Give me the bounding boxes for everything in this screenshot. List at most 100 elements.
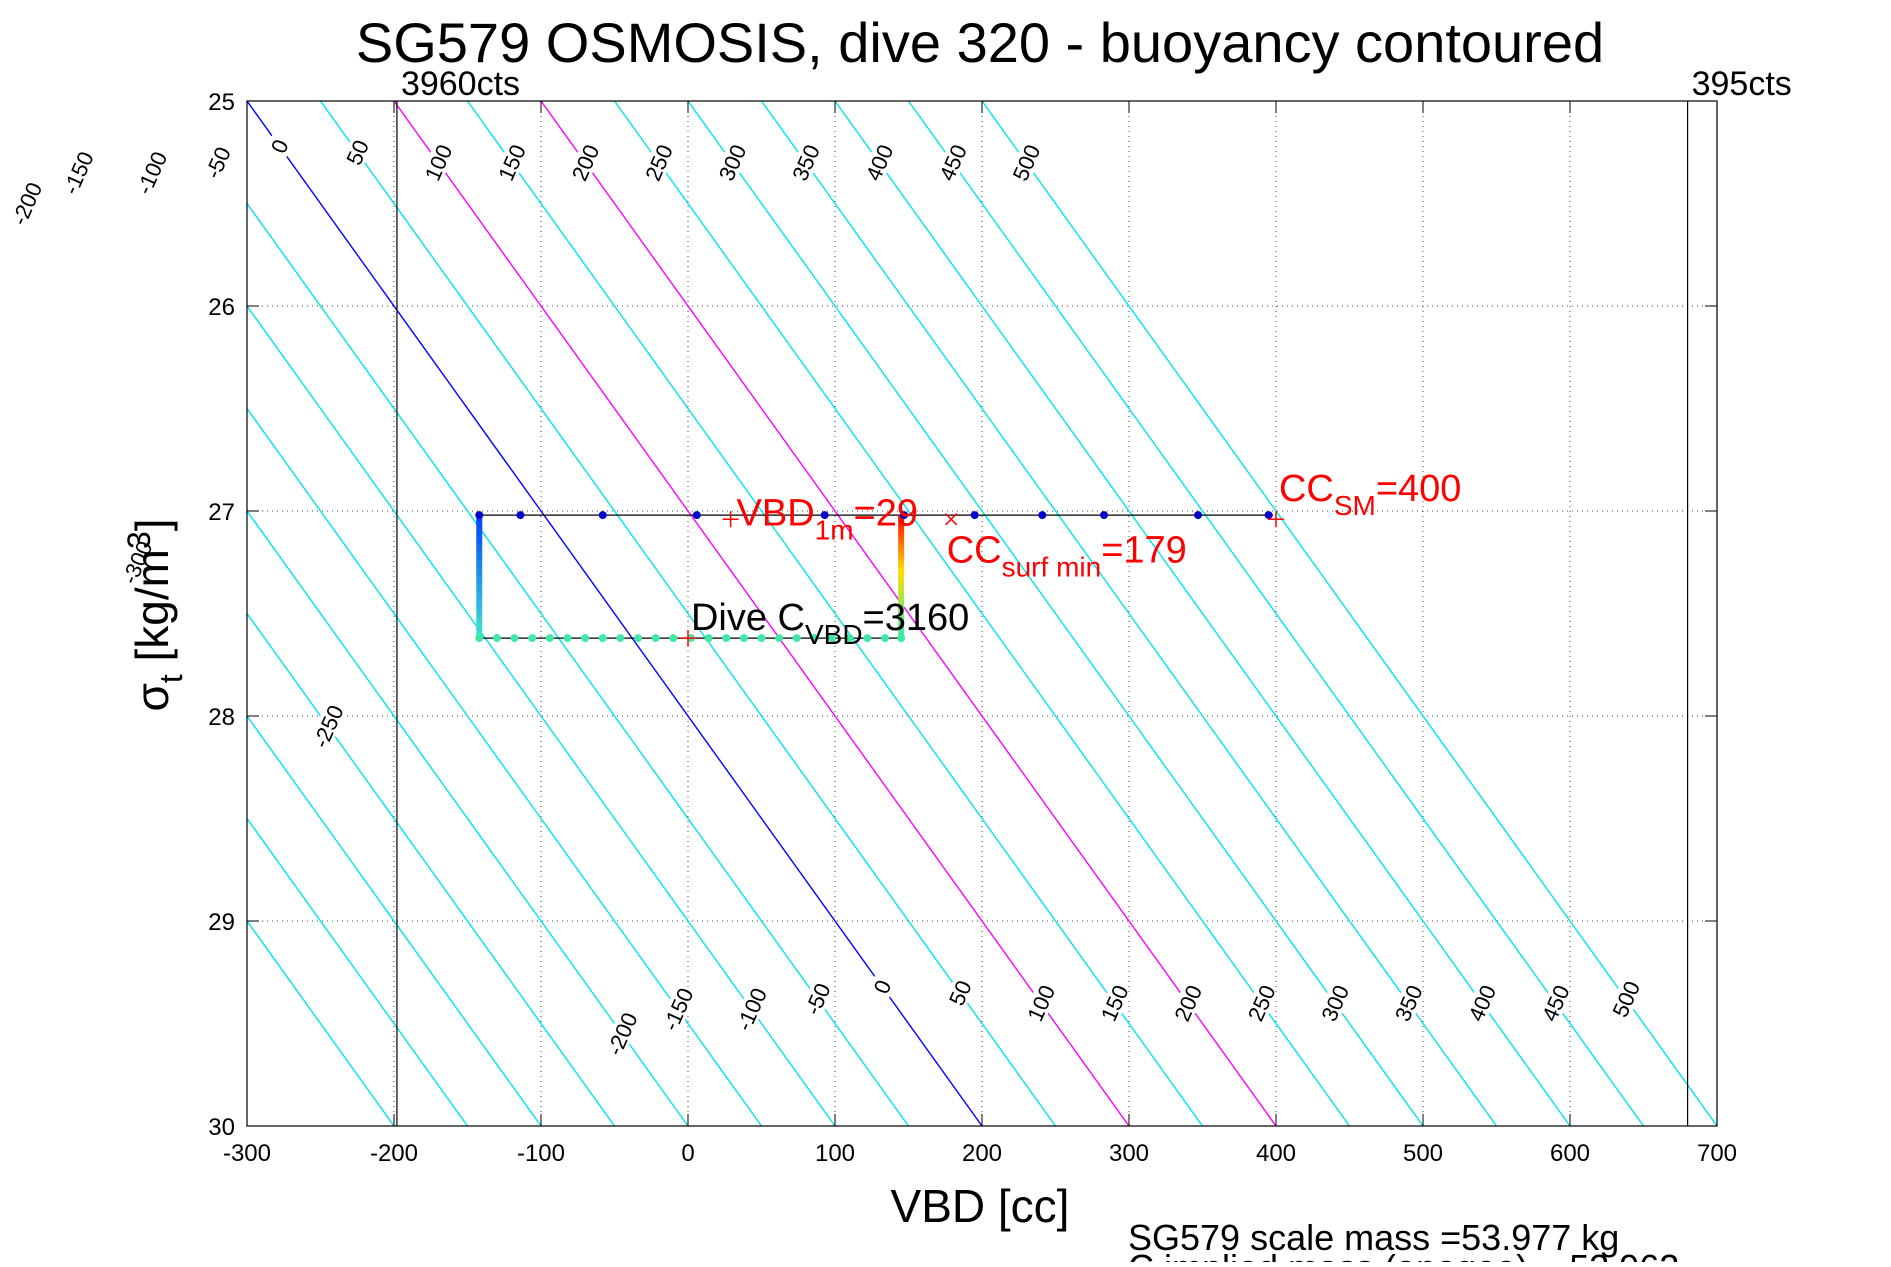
contour-label-bg — [201, 143, 235, 182]
footer-scale-mass: SG579 scale mass =53.977 kg — [1128, 1217, 1619, 1258]
track-point-bottom — [722, 634, 731, 643]
x-tick-label: 700 — [1697, 1140, 1737, 1167]
y-tick-label: 26 — [208, 294, 235, 321]
track-point-bottom — [651, 634, 660, 643]
annotation-value: =179 — [1101, 529, 1187, 571]
contour-label-bg — [1009, 143, 1043, 182]
x-tick-label: -300 — [223, 1140, 271, 1167]
track-point-bottom — [775, 634, 784, 643]
track-point-bottom — [545, 634, 554, 643]
marker-plus — [722, 511, 739, 528]
contour-line-450 — [907, 101, 1645, 1126]
track-point-top — [516, 511, 525, 520]
contour-label: -250 — [308, 701, 349, 751]
marker-stroke — [944, 513, 958, 526]
contour-line--50 — [247, 202, 910, 1126]
contour-line--350 — [247, 817, 469, 1126]
contour-label: -200 — [602, 1009, 643, 1059]
track-point-top — [475, 511, 484, 520]
track-point-bottom — [616, 634, 625, 643]
track-point-top — [598, 511, 607, 520]
footer-notes: SG579 scale mass =53.977 kg C implied ma… — [1128, 1217, 1679, 1267]
annotation-value: =3160 — [863, 597, 970, 639]
contour-label-bg — [120, 543, 154, 582]
contour-label-bg — [661, 990, 695, 1029]
limit-lines: 3960cts 395cts — [396, 65, 1792, 1126]
track-point-bottom — [757, 634, 766, 643]
x-tick-label: 300 — [1109, 1140, 1149, 1167]
contour-label: 100 — [420, 141, 458, 185]
contour-label-bg — [9, 184, 44, 223]
x-tick-label: -200 — [370, 1140, 418, 1167]
y-tick-label: 29 — [208, 909, 235, 936]
contour-lines — [247, 101, 1717, 1126]
contour-label-bg — [1171, 983, 1205, 1023]
track-left-vertical — [476, 515, 483, 639]
track-point-bottom — [528, 634, 537, 643]
contour-label: 100 — [1022, 981, 1060, 1025]
contour-line-150 — [466, 101, 1204, 1126]
y-axis-label: σt [kg/m3] — [121, 518, 189, 711]
contour-label: 500 — [1008, 141, 1046, 185]
contour-label: 200 — [1169, 981, 1207, 1025]
contour-label: 250 — [1243, 981, 1281, 1025]
annotation-value: =29 — [854, 492, 918, 534]
contour-label-bg — [1024, 983, 1058, 1023]
contour-line-0 — [247, 101, 983, 1126]
x-tick-label: 100 — [815, 1140, 855, 1167]
contour-label-bg — [862, 143, 896, 182]
track-point-top — [1194, 511, 1203, 520]
y-axis-label-units: [kg/m — [126, 549, 178, 674]
contour-label: 450 — [934, 141, 972, 185]
annotation-sub: SM — [1334, 490, 1376, 521]
annotation-main: CC — [947, 529, 1002, 571]
annotation-cvbd: Dive CVBD=3160 — [691, 597, 969, 650]
axes: -300 -200 -100 0 100 200 300 400 500 600 700 25 26 27… — [208, 89, 1737, 1167]
contour-label-bg — [1391, 983, 1425, 1023]
contour-label-bg — [1538, 983, 1572, 1023]
annotation-sub: surf min — [1002, 551, 1102, 582]
track-point-bottom — [475, 634, 484, 643]
x-tick-label: 400 — [1256, 1140, 1296, 1167]
x-tick-label: 600 — [1550, 1140, 1590, 1167]
y-axis-label-sub: t — [153, 674, 189, 683]
contour-label-bg — [734, 990, 768, 1029]
annotation-vbd1m: VBD1m=29 — [737, 492, 919, 545]
contour-line--200 — [247, 509, 689, 1126]
y-tick-label: 25 — [208, 89, 235, 116]
contour-line--250 — [247, 612, 616, 1126]
contour-label: 150 — [1096, 981, 1134, 1025]
track-right-vertical — [898, 515, 905, 639]
track-point-bottom — [880, 634, 889, 643]
contour-line-400 — [834, 101, 1571, 1126]
track-point-bottom — [845, 634, 854, 643]
annotation-main: CC — [1279, 468, 1334, 510]
contour-line-100 — [393, 101, 1130, 1126]
annotation-main: VBD — [737, 492, 815, 534]
track-point-top — [1038, 511, 1047, 520]
annotation-sub: VBD — [805, 619, 863, 650]
x-tick-label: 500 — [1403, 1140, 1443, 1167]
contour-label-bg — [262, 127, 296, 166]
track-point-bottom — [739, 634, 748, 643]
limit-line-label: 395cts — [1692, 65, 1792, 103]
contour-label: 150 — [493, 141, 531, 185]
annotation-ccsm: CCSM=400 — [1279, 468, 1461, 521]
track-point-bottom — [828, 634, 837, 643]
track-point-top — [970, 511, 979, 520]
contour-label-bg — [1465, 983, 1499, 1023]
contour-label: -100 — [731, 984, 772, 1034]
contour-label-bg — [715, 143, 749, 182]
contour-label: 200 — [567, 141, 605, 185]
contour-label: -100 — [132, 148, 173, 198]
contour-label-bg — [61, 153, 95, 192]
contour-line--300 — [247, 714, 542, 1126]
contour-line-500 — [981, 101, 1717, 1126]
contour-line-350 — [760, 101, 1498, 1126]
contour-label-bg — [642, 143, 676, 182]
contour-label-bg — [1609, 979, 1643, 1018]
y-axis-label-symbol: σ — [126, 683, 178, 711]
contour-line--100 — [247, 304, 836, 1126]
track-point-bottom — [598, 634, 607, 643]
